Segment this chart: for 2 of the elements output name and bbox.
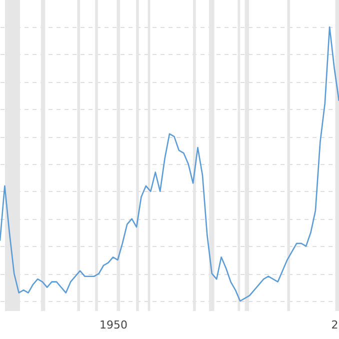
x-tick-label: 2 (331, 318, 338, 332)
x-tick-label: 1950 (100, 318, 128, 332)
